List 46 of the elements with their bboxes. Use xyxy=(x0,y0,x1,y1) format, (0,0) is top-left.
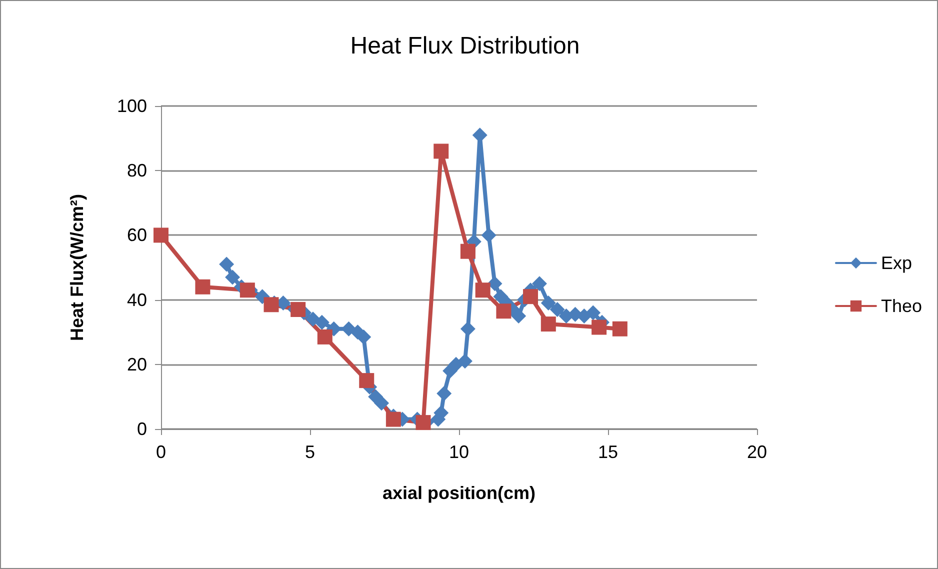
y-tick-label: 20 xyxy=(126,354,147,374)
point xyxy=(317,329,332,344)
point xyxy=(225,270,240,285)
point xyxy=(154,228,168,243)
point xyxy=(240,282,255,298)
point xyxy=(612,321,628,336)
point xyxy=(496,304,512,319)
point xyxy=(436,386,452,401)
x-tick-label: 5 xyxy=(304,442,316,462)
point xyxy=(314,314,330,330)
point xyxy=(460,244,476,259)
point xyxy=(264,297,279,312)
point xyxy=(592,320,607,335)
legend-label: Theo xyxy=(880,296,922,316)
point xyxy=(586,305,601,320)
legend-label: Exp xyxy=(880,253,912,273)
point xyxy=(356,329,372,344)
y-tick-label: 80 xyxy=(126,160,147,181)
point xyxy=(359,373,374,388)
point xyxy=(481,228,496,243)
point xyxy=(195,279,210,294)
point xyxy=(434,144,449,159)
point xyxy=(219,256,234,272)
x-axis-title: axial position(cm) xyxy=(382,483,536,503)
y-tick-label: 100 xyxy=(116,96,147,116)
y-tick-label: 40 xyxy=(126,290,147,310)
point xyxy=(540,296,556,311)
y-tick-label: 0 xyxy=(136,419,147,439)
x-tick-label: 0 xyxy=(156,442,166,462)
point xyxy=(416,415,431,430)
point xyxy=(475,282,490,298)
point xyxy=(457,354,472,369)
point xyxy=(460,321,476,336)
y-axis-title: Heat Flux(W/cm²) xyxy=(67,194,87,342)
point xyxy=(523,289,538,304)
x-tick-label: 15 xyxy=(598,442,618,462)
x-tick-label: 20 xyxy=(746,442,768,462)
point xyxy=(374,396,390,411)
point xyxy=(550,302,565,317)
point xyxy=(532,276,547,292)
point xyxy=(290,302,306,317)
point xyxy=(540,316,556,332)
y-tick-label: 60 xyxy=(126,225,147,246)
chart-title: Heat Flux Distribution xyxy=(350,32,580,60)
point xyxy=(487,276,502,292)
x-tick-label: 10 xyxy=(448,442,470,462)
